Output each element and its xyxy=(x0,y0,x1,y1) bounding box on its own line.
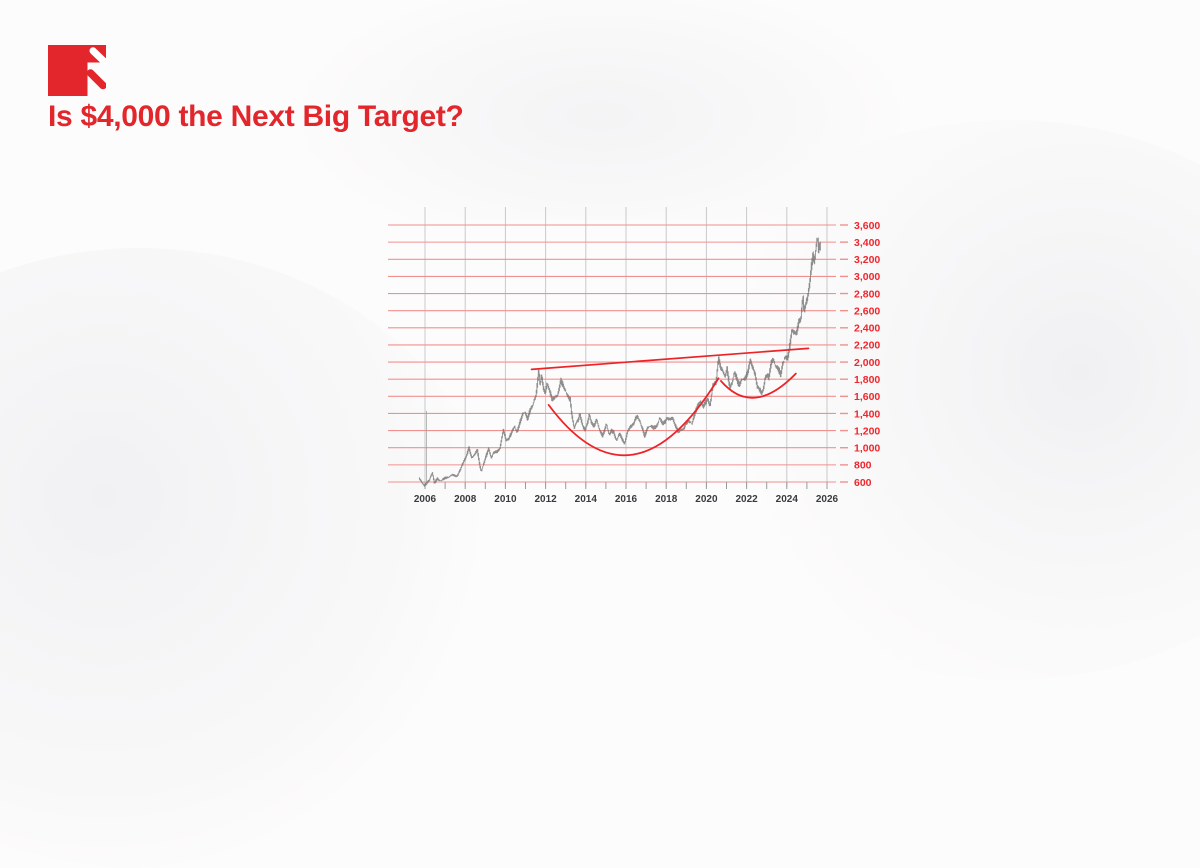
y-axis-labels: 600 800 1,000 1,200 1,400 1,600 1,800 2,000 2,20… xyxy=(854,220,880,489)
cup-pattern-arc-1 xyxy=(547,377,720,457)
cup-pattern-arc-2 xyxy=(720,372,797,399)
x-axis-label: 2008 xyxy=(454,494,477,505)
gold-price-chart: 600 800 1,000 1,200 1,400 1,600 1,800 2,000 2,20… xyxy=(370,195,910,525)
x-axis-label: 2022 xyxy=(735,494,758,505)
x-axis-label: 2012 xyxy=(534,494,557,505)
axis-ticks xyxy=(424,482,828,489)
x-axis-label: 2010 xyxy=(494,494,517,505)
x-axis-label: 2014 xyxy=(575,494,598,505)
y-axis-label: 3,400 xyxy=(854,237,880,249)
gold-price-chart-canvas: 600 800 1,000 1,200 1,400 1,600 1,800 2,000 2,20… xyxy=(388,207,880,505)
x-axis-labels: 2006 2008 2010 2012 2014 2016 2018 2020 2022 2024… xyxy=(414,494,839,505)
resistance-trendline xyxy=(530,347,810,371)
page-title: Is $4,000 the Next Big Target? xyxy=(48,100,464,133)
y-axis-label: 3,200 xyxy=(854,254,880,266)
x-axis-label: 2024 xyxy=(776,494,799,505)
logo-dash-icon xyxy=(86,69,106,90)
pattern-annotations xyxy=(530,347,810,457)
x-axis-label: 2026 xyxy=(816,494,839,505)
y-axis-label: 1,800 xyxy=(854,374,880,386)
horizontal-gridlines xyxy=(388,224,848,483)
vertical-gridlines xyxy=(424,207,828,487)
header xyxy=(48,45,106,96)
y-axis-label: 1,600 xyxy=(854,391,880,403)
y-axis-label: 2,200 xyxy=(854,340,880,352)
y-axis-label: 1,200 xyxy=(854,425,880,437)
y-axis-label: 2,400 xyxy=(854,323,880,335)
x-axis-label: 2006 xyxy=(414,494,437,505)
y-axis-label: 2,000 xyxy=(854,357,880,369)
y-axis-label: 2,800 xyxy=(854,288,880,300)
x-axis-label: 2018 xyxy=(655,494,678,505)
y-axis-label: 1,400 xyxy=(854,408,880,420)
y-axis-label: 600 xyxy=(854,477,872,489)
x-axis-label: 2020 xyxy=(695,494,718,505)
y-axis-label: 1,000 xyxy=(854,443,880,455)
x-axis-label: 2016 xyxy=(615,494,638,505)
y-axis-label: 3,600 xyxy=(854,220,880,232)
y-axis-label: 800 xyxy=(854,460,872,472)
logo-slash-icon xyxy=(89,47,106,66)
y-axis-label: 3,000 xyxy=(854,271,880,283)
price-series xyxy=(418,237,821,487)
brand-logo-icon xyxy=(48,45,106,96)
y-axis-label: 2,600 xyxy=(854,305,880,317)
